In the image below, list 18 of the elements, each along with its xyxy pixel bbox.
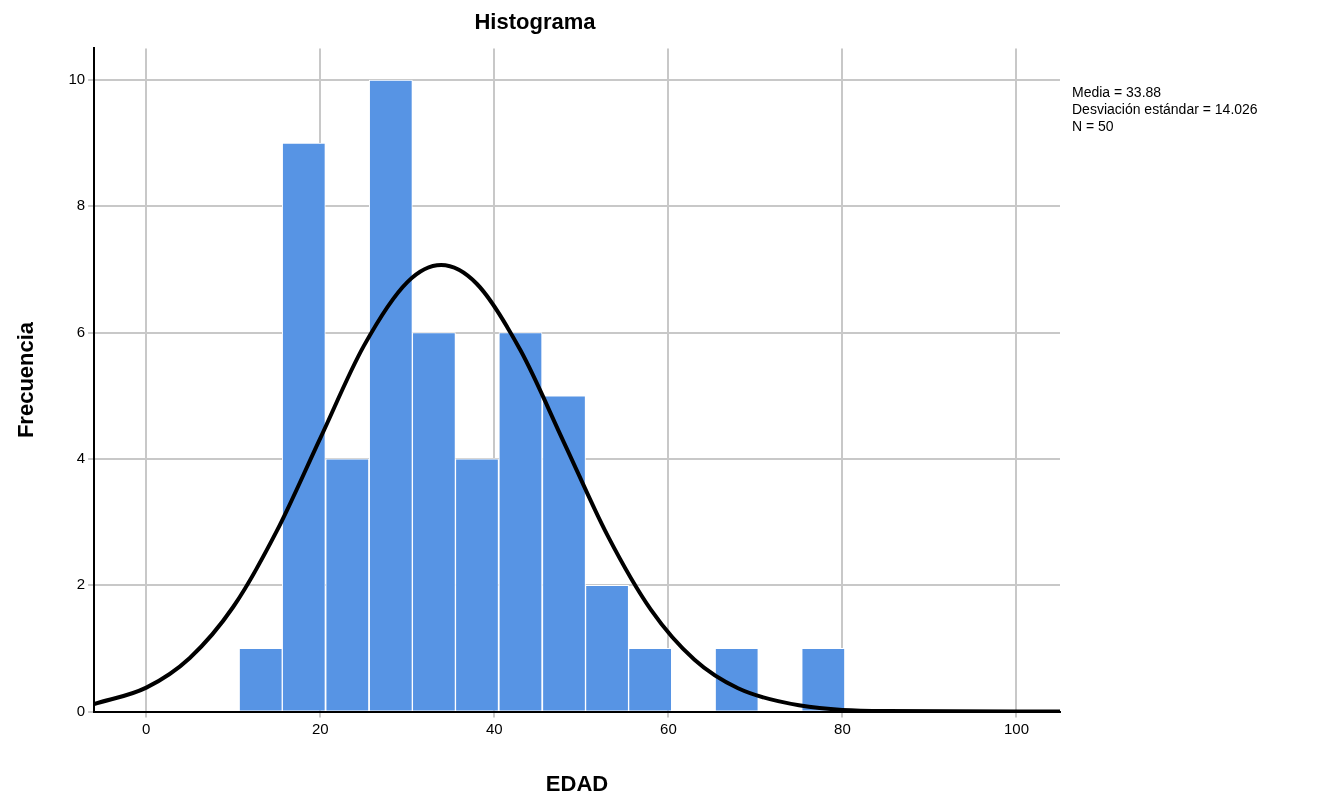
x-tick-label: 40 (486, 719, 503, 737)
x-tick-label: 100 (1003, 719, 1030, 737)
y-tick-label: 10 (68, 70, 86, 88)
y-tick-label: 0 (76, 701, 86, 719)
text: N = 50 (1072, 118, 1115, 135)
y-tick-label: 6 (76, 322, 86, 340)
x-tick-label: 20 (311, 719, 329, 737)
x-axis-title: EDAD (545, 770, 609, 796)
y-axis-title: Frecuencia (13, 321, 39, 439)
x-tick-label: 0 (142, 719, 151, 737)
y-tick-label: 4 (76, 449, 86, 467)
y-tick-label: 2 (76, 575, 86, 593)
y-tick-label: 8 (76, 196, 86, 214)
x-tick-label: 80 (834, 719, 851, 737)
text: Media = 33.88 (1072, 84, 1163, 101)
text: Desviación estándar = 14.026 (1072, 101, 1258, 118)
chart-title: Histograma (474, 9, 597, 35)
x-tick-label: 60 (660, 719, 677, 737)
